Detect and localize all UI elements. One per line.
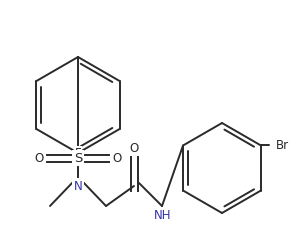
Text: Br: Br	[276, 139, 289, 152]
Text: O: O	[34, 152, 44, 164]
Text: NH: NH	[154, 209, 172, 222]
Text: O: O	[112, 152, 122, 164]
Text: S: S	[74, 152, 82, 164]
Text: N: N	[74, 180, 82, 192]
Text: F: F	[75, 147, 81, 160]
Text: O: O	[129, 142, 139, 155]
